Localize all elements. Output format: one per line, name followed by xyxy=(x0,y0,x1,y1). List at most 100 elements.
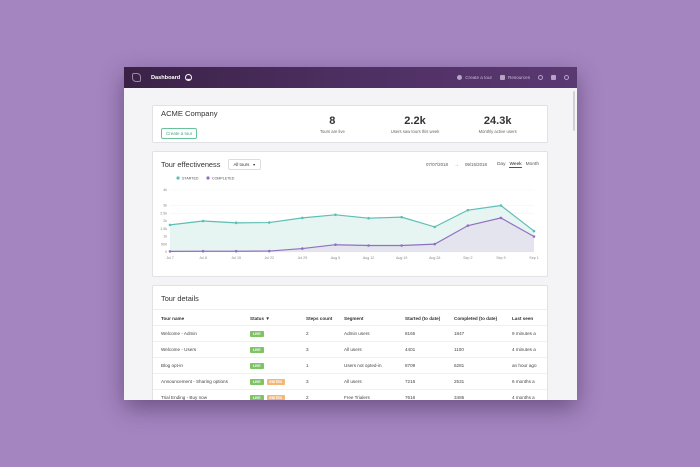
steps-count: 1 xyxy=(298,357,336,374)
effectiveness-title: Tour effectiveness xyxy=(161,160,221,169)
steps-count: 3 xyxy=(298,341,336,358)
y-tick-label: 1k xyxy=(163,235,167,239)
col-started[interactable]: Started (to date) xyxy=(405,316,441,321)
data-point xyxy=(466,224,470,227)
create-tour-label: Create a tour xyxy=(465,75,493,80)
table-row[interactable]: Welcome - Admin LIVE 2 Admin users 8165 1847 9… xyxy=(153,325,547,342)
status-badge: LIVE xyxy=(250,362,264,369)
tour-name[interactable]: Blog opt-in xyxy=(153,357,242,374)
data-point xyxy=(400,244,403,247)
date-to[interactable]: 09/15/2018 xyxy=(464,162,487,167)
x-tick-label: Sep 9 xyxy=(496,256,505,260)
nav-dashboard[interactable]: Dashboard xyxy=(151,74,181,81)
data-point xyxy=(433,242,437,246)
data-point xyxy=(168,250,172,253)
last-seen: 6 months a xyxy=(504,373,547,390)
create-tour-link[interactable]: Create a tour xyxy=(457,75,492,80)
tour-name[interactable]: Announcement - Sharing options xyxy=(153,373,242,390)
arrow-right-icon: → xyxy=(453,161,459,168)
dropdown-value: All tours xyxy=(233,162,250,167)
help-icon[interactable] xyxy=(538,75,543,80)
period-month[interactable]: Month xyxy=(525,161,539,167)
company-name: ACME Company xyxy=(161,108,218,118)
main-content: ACME Company Create a tour 8 Tours are l… xyxy=(152,105,548,400)
resources-label: Resources xyxy=(508,75,530,80)
effectiveness-chart: 0 500 1k 1.5k 2k 2.5k 3k 4k Jul 7 Jul 8 Jul 15 Jul … xyxy=(160,176,539,260)
data-point xyxy=(367,216,370,220)
status-cell: LIVE xyxy=(242,341,298,358)
col-tour-name[interactable]: Tour name xyxy=(161,316,185,321)
x-tick-label: Sep 2 xyxy=(463,256,472,260)
steps-count: 3 xyxy=(298,373,336,390)
top-actions: Create a tour Resources xyxy=(457,75,569,80)
tour-name[interactable]: Welcome - Users xyxy=(153,341,242,358)
segment: Admin users xyxy=(336,325,397,342)
tour-name[interactable]: Welcome - Admin xyxy=(153,325,242,342)
y-tick-label: 2.5k xyxy=(160,211,167,215)
date-range[interactable]: 07/07/2018 → 09/15/2018 xyxy=(426,162,487,168)
segment: All users xyxy=(336,341,397,358)
started-count: 7616 xyxy=(397,389,446,400)
data-point xyxy=(201,219,205,223)
col-last-seen[interactable]: Last seen xyxy=(512,316,534,321)
period-toggle: Day Week Month xyxy=(497,162,539,168)
data-point xyxy=(234,221,238,225)
plus-circle-icon xyxy=(457,75,463,80)
smiley-icon xyxy=(185,74,193,81)
tour-name[interactable]: Trial Ending - Buy now xyxy=(153,389,242,400)
data-point xyxy=(234,249,238,253)
period-day[interactable]: Day xyxy=(496,161,506,167)
stat-value: 24.3k xyxy=(483,114,512,127)
chevron-down-icon: ▼ xyxy=(252,163,256,167)
segment: All users xyxy=(336,373,397,390)
data-point xyxy=(433,225,437,229)
status-cell: LIVE EDITED xyxy=(242,389,298,400)
data-point xyxy=(499,204,503,207)
data-point xyxy=(400,215,403,219)
started-count: 7216 xyxy=(397,373,446,390)
logo-icon[interactable] xyxy=(132,73,141,82)
data-point xyxy=(267,221,271,224)
bell-icon[interactable] xyxy=(551,75,556,80)
steps-count: 2 xyxy=(298,325,336,342)
x-tick-label: Jul 7 xyxy=(166,256,174,260)
data-point xyxy=(301,247,304,250)
data-point xyxy=(367,244,370,247)
series-line xyxy=(169,204,535,232)
data-point xyxy=(201,249,205,253)
x-tick-label: Aug 19 xyxy=(396,256,407,260)
status-badge: EDITED xyxy=(266,378,285,385)
table-row[interactable]: Trial Ending - Buy now LIVE EDITED 2 Free Tr… xyxy=(153,389,547,400)
gear-icon[interactable] xyxy=(564,75,569,80)
x-tick-label: Jul 22 xyxy=(264,256,274,260)
segment: Free Trialers xyxy=(336,389,397,400)
col-completed[interactable]: Completed (to date) xyxy=(454,316,498,321)
started-count: 8709 xyxy=(397,357,446,374)
status-badge: LIVE xyxy=(250,346,264,353)
stat-users-saw: 2.2k Users saw tours this week xyxy=(374,115,457,134)
y-tick-label: 4k xyxy=(163,188,167,192)
tours-dropdown[interactable]: All tours ▼ xyxy=(228,159,261,170)
status-badge: LIVE xyxy=(250,394,264,400)
date-from[interactable]: 07/07/2018 xyxy=(425,162,448,167)
col-status[interactable]: Status ▼ xyxy=(250,316,270,321)
x-tick-label: Aug 12 xyxy=(363,256,374,260)
y-tick-label: 3k xyxy=(163,204,167,208)
col-segment[interactable]: Segment xyxy=(344,316,364,321)
data-point xyxy=(267,249,271,253)
stat-monthly-active: 24.3k Monthly active users xyxy=(456,115,539,134)
series-line xyxy=(169,217,535,252)
details-title: Tour details xyxy=(153,286,547,310)
table-row[interactable]: Blog opt-in LIVE 1 Users not opted-in 8709 62… xyxy=(153,357,547,374)
table-row[interactable]: Announcement - Sharing options LIVE EDITED… xyxy=(153,373,547,390)
last-seen: an hour ago xyxy=(504,357,547,374)
col-steps[interactable]: Steps count xyxy=(306,316,333,321)
scrollbar[interactable] xyxy=(573,91,575,131)
y-tick-label: 500 xyxy=(161,242,167,246)
create-tour-button[interactable]: Create a tour xyxy=(161,127,198,139)
period-week[interactable]: Week xyxy=(509,161,522,168)
resources-link[interactable]: Resources xyxy=(500,75,530,80)
table-row[interactable]: Welcome - Users LIVE 3 All users 4401 1100 4 m… xyxy=(153,341,547,358)
status-badge: EDITED xyxy=(266,394,285,400)
status-badge: LIVE xyxy=(250,378,264,385)
